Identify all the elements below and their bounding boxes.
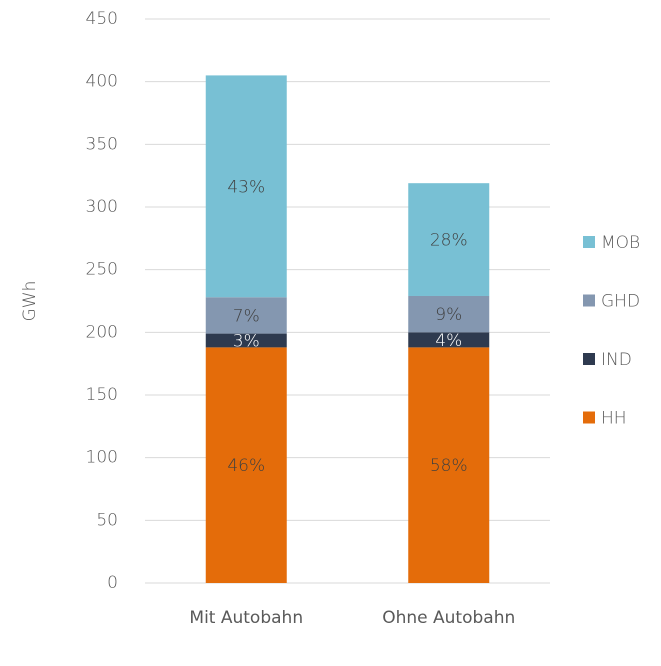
data-label: 4% xyxy=(435,331,462,351)
legend-swatch xyxy=(583,236,595,248)
data-label: 9% xyxy=(435,305,462,325)
bar-segment xyxy=(408,347,490,583)
legend-swatch xyxy=(583,411,595,424)
y-tick-label: 350 xyxy=(86,134,118,154)
y-tick-label: 50 xyxy=(96,510,118,530)
data-label: 58% xyxy=(430,456,468,476)
bar-segment xyxy=(205,75,287,298)
bar-segment xyxy=(205,347,287,583)
legend-label: MOB xyxy=(601,233,640,253)
x-tick-label: Mit Autobahn xyxy=(189,608,304,628)
y-tick-label: 400 xyxy=(86,72,118,92)
legend-label: IND xyxy=(601,350,632,370)
legend-label: HH xyxy=(601,409,627,429)
y-tick-label: 250 xyxy=(86,260,118,280)
y-tick-label: 150 xyxy=(86,385,118,405)
y-axis-title: GWh xyxy=(20,281,40,322)
bar-segment xyxy=(205,333,287,348)
data-label: 28% xyxy=(430,231,468,251)
x-tick-label: Ohne Autobahn xyxy=(382,608,516,628)
y-tick-label: 300 xyxy=(86,197,118,217)
y-tick-label: 450 xyxy=(86,9,118,29)
y-tick-label: 100 xyxy=(86,448,118,468)
bar-segment xyxy=(408,183,490,296)
data-label: 46% xyxy=(227,456,265,476)
bar-segment xyxy=(408,332,490,348)
data-label: 43% xyxy=(227,177,265,197)
legend-swatch xyxy=(583,353,595,365)
legend-swatch xyxy=(583,294,595,307)
y-tick-label: 0 xyxy=(107,573,118,593)
y-tick-label: 200 xyxy=(86,322,118,342)
data-label: 3% xyxy=(233,331,260,351)
bar-segment xyxy=(408,295,490,333)
data-label: 7% xyxy=(233,306,260,326)
legend-label: GHD xyxy=(601,292,640,312)
bar-segment xyxy=(205,297,287,334)
